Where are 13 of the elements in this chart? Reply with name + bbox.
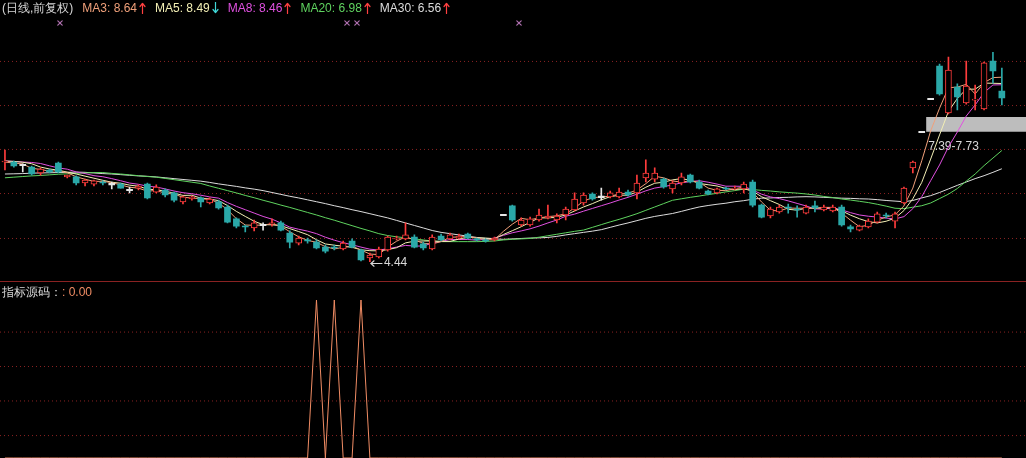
- text: MA20: 6.98: [300, 1, 362, 15]
- candlestick: [1, 149, 9, 171]
- candlestick: [597, 187, 605, 201]
- text: : 0.00: [62, 285, 93, 299]
- chart-title: 指标源码：: [2, 285, 62, 299]
- text: MA3: 8.64: [82, 1, 138, 15]
- candlestick: [971, 84, 979, 111]
- candlestick: [268, 218, 276, 227]
- text: MA8: 8.46: [227, 1, 283, 15]
- chart-title: (日线,前复权): [2, 1, 74, 15]
- text: MA5: 8.49: [155, 1, 210, 15]
- text: MA30: 6.56: [379, 1, 442, 15]
- annotation: 4.44: [383, 255, 408, 270]
